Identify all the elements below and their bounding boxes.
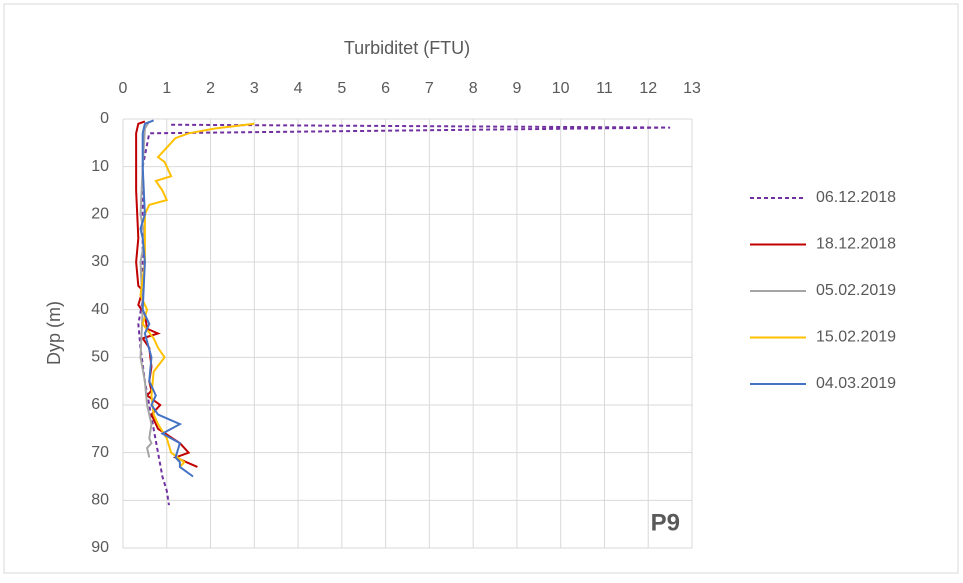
legend-label: 04.03.2019 bbox=[816, 375, 896, 392]
series-line bbox=[137, 123, 671, 506]
y-axis-label: Dyp (m) bbox=[44, 301, 64, 365]
y-tick-label: 70 bbox=[91, 444, 109, 461]
x-tick-label: 4 bbox=[294, 80, 303, 97]
x-tick-label: 1 bbox=[162, 80, 171, 97]
x-tick-label: 12 bbox=[639, 80, 657, 97]
chart-border bbox=[3, 3, 959, 574]
x-tick-label: 7 bbox=[425, 80, 434, 97]
x-tick-label: 13 bbox=[683, 80, 701, 97]
x-tick-label: 2 bbox=[206, 80, 215, 97]
x-tick-label: 9 bbox=[512, 80, 521, 97]
x-axis-label: Turbiditet (FTU) bbox=[344, 38, 470, 58]
y-tick-label: 80 bbox=[91, 492, 109, 509]
legend-label: 06.12.2018 bbox=[816, 189, 896, 206]
y-tick-label: 10 bbox=[91, 158, 109, 175]
y-tick-label: 90 bbox=[91, 539, 109, 556]
y-tick-label: 50 bbox=[91, 349, 109, 366]
series-line bbox=[139, 122, 255, 468]
x-tick-label: 3 bbox=[250, 80, 259, 97]
x-tick-label: 0 bbox=[119, 80, 128, 97]
annotation: P9 bbox=[651, 509, 680, 536]
y-tick-label: 20 bbox=[91, 206, 109, 223]
y-tick-label: 40 bbox=[91, 301, 109, 318]
y-tick-label: 30 bbox=[91, 253, 109, 270]
y-tick-label: 0 bbox=[100, 110, 109, 127]
y-tick-label: 60 bbox=[91, 396, 109, 413]
x-tick-label: 11 bbox=[596, 80, 613, 97]
x-tick-label: 5 bbox=[337, 80, 346, 97]
series-line bbox=[135, 120, 198, 468]
legend-label: 15.02.2019 bbox=[816, 329, 896, 346]
series-line bbox=[139, 119, 194, 478]
x-tick-label: 6 bbox=[381, 80, 390, 97]
x-tick-label: 8 bbox=[469, 80, 478, 97]
legend-label: 18.12.2018 bbox=[816, 236, 896, 253]
x-tick-label: 10 bbox=[552, 80, 570, 97]
series-line bbox=[139, 120, 153, 458]
legend-label: 05.02.2019 bbox=[816, 282, 896, 299]
